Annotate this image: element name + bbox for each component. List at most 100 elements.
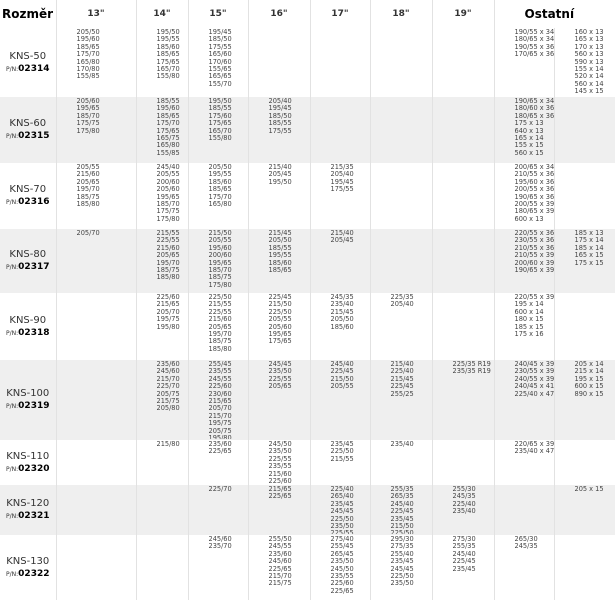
tire-size: 215/60: [268, 469, 292, 478]
tire-size: 205/70: [76, 230, 100, 237]
size-name: KNS-100: [6, 388, 50, 399]
tire-size: 205/65: [156, 251, 180, 260]
tire-size: 240/45 x 390: [514, 361, 554, 368]
tire-cell: 205/50 195/60 185/65 175/70 165/80 170/80 155/…: [56, 28, 137, 97]
tire-cell: [56, 360, 137, 440]
tire-size: 195/45: [268, 104, 292, 113]
tire-cell: [136, 535, 189, 600]
tire-size: 235/40: [452, 507, 476, 516]
size-cell: KNS-60 P/N:02315: [0, 97, 57, 163]
tire-size: 155/85: [76, 72, 100, 81]
tire-size: 200/65 x 340: [514, 164, 554, 171]
tire-list: 245/60 235/70: [189, 536, 248, 551]
part-number: P/N:02322: [0, 568, 55, 581]
tire-size: 215/50: [330, 374, 354, 383]
tire-size: 185/65: [156, 50, 180, 59]
tire-size: 185/70: [208, 266, 232, 275]
tire-size: 180/65 x 365: [514, 111, 554, 120]
tire-size: 175/65: [208, 119, 232, 128]
tire-cell: 235/60 225/65: [188, 440, 249, 485]
tire-size: 245/40: [452, 549, 476, 558]
tire-list: 215/80: [137, 441, 188, 448]
tire-cell: 215/40 225/40 215/45 225/45 255/25: [370, 360, 433, 440]
tire-cell: [370, 163, 433, 229]
tire-size: 185/65: [208, 185, 232, 194]
size-cell: KNS-50 P/N:02314: [0, 28, 57, 97]
tire-size: 155/85: [156, 148, 180, 157]
tire-size: 175/70: [208, 192, 232, 201]
tire-size: 165/80: [76, 57, 100, 66]
tire-size: 215/65: [208, 397, 232, 406]
tire-size: 185 x 15: [514, 322, 544, 331]
tire-size: 215/50: [268, 300, 292, 309]
tire-size: 245/35: [514, 542, 538, 551]
tire-list: 255/50 245/55 235/60 245/60 225/65 215/70 215/…: [249, 536, 310, 588]
tire-size: 175/75: [76, 119, 100, 128]
tire-size: 195/65: [156, 192, 180, 201]
tire-cell: 235/45 225/50 215/55: [310, 440, 371, 485]
tire-size: 230/55 x 365: [514, 236, 554, 245]
tire-list: 205 x 15: [555, 486, 615, 493]
tire-size: 240/55 x 390: [514, 374, 554, 383]
tire-list: 235/40: [371, 441, 432, 448]
tire-cell: 275/30 255/35 245/40 225/45 235/45: [432, 535, 495, 600]
tire-size: 245/55: [268, 542, 292, 551]
size-name: KNS-50: [9, 50, 47, 62]
tire-list: 225/40 265/40 235/45 245/45 225/50 235/50 225/…: [311, 486, 370, 534]
tire-size: 205/55: [268, 315, 292, 324]
tire-cell: 240/45 x 390230/55 x 390240/55 x 390240/…: [494, 360, 555, 440]
tire-size: 560 x 13: [574, 50, 604, 59]
tire-size: 235/50: [390, 579, 414, 588]
tire-size: 205/60: [76, 98, 100, 105]
tire-cell: [554, 535, 615, 600]
tire-size: 235/55: [330, 572, 354, 581]
tire-size: 195/70: [208, 330, 232, 339]
part-code: 02320: [18, 463, 50, 474]
tire-list: 205/70: [57, 230, 136, 237]
header-cell: 17": [310, 0, 371, 28]
tire-size: 215/60: [76, 170, 100, 179]
tire-size: 295/30: [390, 536, 414, 543]
tire-cell: [432, 28, 495, 97]
size-cell: KNS-80 P/N:02317: [0, 229, 57, 293]
tire-size: 205/65: [268, 382, 292, 391]
tire-size: 215/40: [390, 361, 414, 368]
tire-list: 205/50 195/60 185/65 175/70 165/80 170/80 155/…: [57, 29, 136, 81]
tire-size: 195/60: [156, 104, 180, 113]
tire-list: 195/45 185/50 175/55 165/60 170/60 155/65 165/…: [189, 29, 248, 88]
tire-size: 180 x 15: [514, 315, 544, 324]
tire-size: 255/50: [268, 536, 292, 543]
tire-size: 185/70: [156, 200, 180, 209]
tire-size: 180/60 x 365: [514, 104, 554, 113]
tire-size: 225/40: [330, 486, 354, 493]
size-cell: KNS-130 P/N:02322: [0, 535, 57, 600]
tire-size: 175/60: [208, 111, 232, 120]
table-row: KNS-70 P/N:02316 205/55 215/60 205/65 195/70 1…: [0, 163, 615, 229]
tire-size: 215/70: [208, 411, 232, 420]
tire-list: 215/40 225/40 215/45 225/45 255/25: [371, 361, 432, 398]
tire-size: 275/40: [330, 536, 354, 543]
tire-cell: 215/50 205/55 195/60 200/60 195/65 185/70 185/…: [188, 229, 249, 293]
tire-size: 195/60: [76, 35, 100, 44]
tire-list: 275/30 255/35 245/40 225/45 235/45: [433, 536, 494, 573]
tire-cell: [310, 28, 371, 97]
tire-cell: 205/40 195/45 185/50 185/55 175/55: [248, 97, 311, 163]
tire-cell: [494, 485, 555, 535]
size-cell: KNS-70 P/N:02316: [0, 163, 57, 229]
tire-size: 255/40: [390, 549, 414, 558]
tire-cell: 265/30 245/35: [494, 535, 555, 600]
tire-size: 245/35: [330, 294, 354, 301]
tire-size: 225/45: [452, 557, 476, 566]
tire-cell: [554, 293, 615, 360]
part-number: P/N:02316: [0, 196, 55, 209]
tire-size: 185/50: [268, 111, 292, 120]
part-code: 02316: [18, 197, 50, 207]
tire-size: 235/45: [390, 514, 414, 523]
part-number: P/N:02318: [0, 327, 55, 340]
tire-size: 225/65: [208, 447, 232, 456]
tire-list: 205/60 195/65 185/70 175/75 175/80: [57, 98, 136, 135]
tire-list: 265/30 245/35: [495, 536, 554, 551]
tire-cell: 205/55 215/60 205/65 195/70 185/75 185/80: [56, 163, 137, 229]
tire-size: 225/60: [208, 382, 232, 391]
